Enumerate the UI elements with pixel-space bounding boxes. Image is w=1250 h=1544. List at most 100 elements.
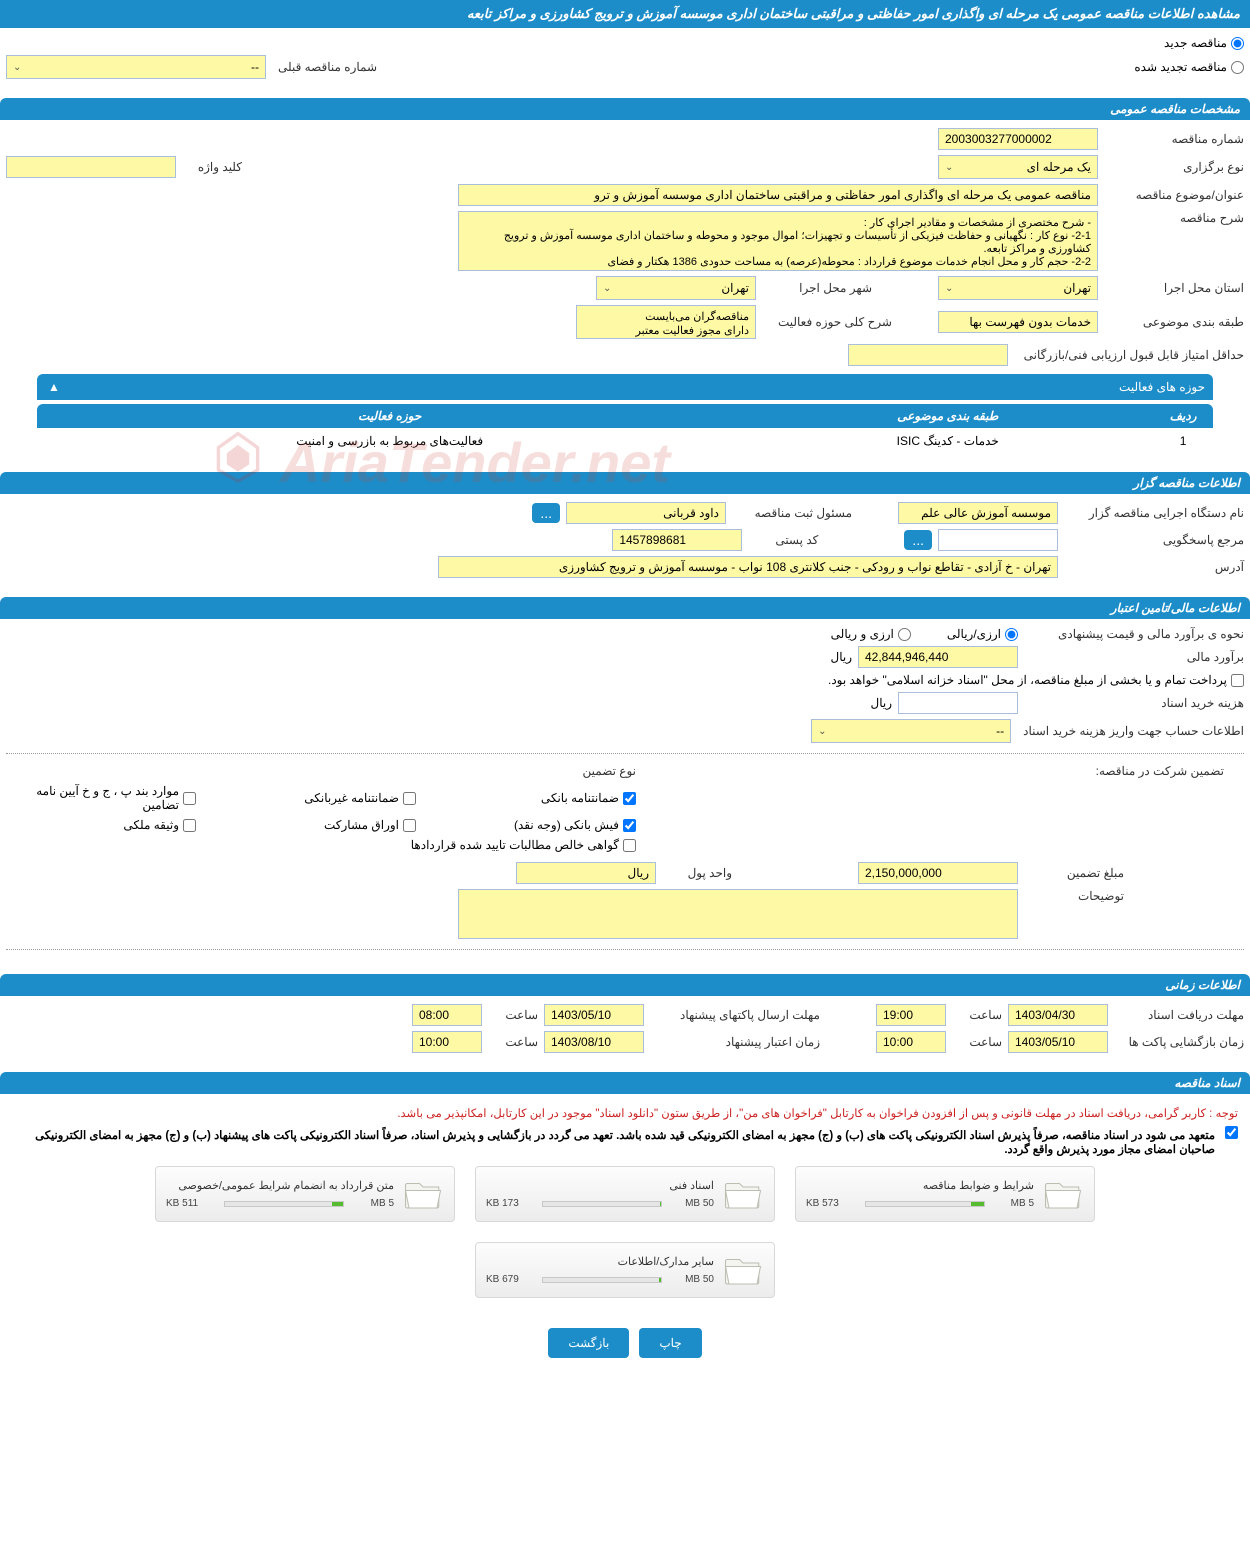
desc-label: شرح مناقصه (1104, 211, 1244, 225)
doc-deadline-time[interactable] (876, 1004, 946, 1026)
guarantee-header: تضمین شرکت در مناقصه: (666, 764, 1224, 778)
currency-both-radio-input[interactable] (898, 628, 911, 641)
subject-label: عنوان/موضوع مناقصه (1104, 188, 1244, 202)
activity-row-scope: فعالیت‌های مربوط به بازرسی و امنیت (37, 428, 742, 454)
footer-buttons: چاپ بازگشت (0, 1312, 1250, 1382)
file-progress (542, 1201, 662, 1207)
g-stock-check-input[interactable] (403, 819, 416, 832)
validity-time-label: ساعت (488, 1035, 538, 1049)
org-input[interactable] (898, 502, 1058, 524)
doc-fee-input[interactable] (898, 692, 1018, 714)
g-cert-check[interactable]: گواهی خالص مطالبات تایید شده قراردادها (6, 838, 636, 852)
type-select[interactable]: یک مرحله ای ⌄ (938, 155, 1098, 179)
g-cert-label: گواهی خالص مطالبات تایید شده قراردادها (411, 838, 619, 852)
validity-time[interactable] (412, 1031, 482, 1053)
city-select[interactable]: تهران ⌄ (596, 276, 756, 300)
deposit-info-value: -- (996, 724, 1004, 738)
file-tile[interactable]: اسناد فنی 50 MB 173 KB (475, 1166, 775, 1222)
treasury-check[interactable]: پرداخت تمام و یا بخشی از مبلغ مناقصه، از… (828, 673, 1244, 687)
g-bond-check-input[interactable] (183, 792, 196, 805)
g-unit-label: واحد پول (662, 866, 732, 880)
file-tile[interactable]: شرایط و ضوابط مناقصه 5 MB 573 KB (795, 1166, 1095, 1222)
city-value: تهران (721, 281, 749, 295)
new-tender-radio-input[interactable] (1231, 37, 1244, 50)
g-nonbank-check-input[interactable] (403, 792, 416, 805)
min-score-input[interactable] (848, 344, 1008, 366)
desc-textarea[interactable] (458, 211, 1098, 271)
scope-line2: دارای مجوز فعالیت معتبر (583, 324, 749, 338)
g-property-label: وثیقه ملکی (123, 818, 179, 832)
keyword-input[interactable] (6, 156, 176, 178)
tender-no-label: شماره مناقصه (1104, 132, 1244, 146)
subject-input[interactable] (458, 184, 1098, 206)
g-bond-check[interactable]: موارد بند پ ، ج و خ آیین نامه تضامین (6, 784, 196, 812)
send-deadline-time[interactable] (412, 1004, 482, 1026)
g-notes-textarea[interactable] (458, 889, 1018, 939)
file-used: 679 KB (486, 1274, 519, 1285)
estimate-input[interactable] (858, 646, 1018, 668)
docs-agree-check[interactable] (1225, 1126, 1238, 1139)
g-unit-input[interactable] (516, 862, 656, 884)
currency-both-radio[interactable]: ارزی و ریالی (831, 627, 911, 641)
doc-deadline-time-label: ساعت (952, 1008, 1002, 1022)
g-notes-label: توضیحات (1024, 889, 1124, 903)
province-label: استان محل اجرا (1104, 281, 1244, 295)
class-input[interactable] (938, 311, 1098, 333)
file-used: 573 KB (806, 1198, 839, 1209)
postal-input[interactable] (612, 529, 742, 551)
renewed-tender-radio-input[interactable] (1231, 61, 1244, 74)
type-label: نوع برگزاری (1104, 160, 1244, 174)
scope-label: شرح کلی حوزه فعالیت (762, 315, 892, 329)
estimate-label: برآورد مالی (1024, 650, 1244, 664)
keyword-label: کلید واژه (182, 160, 242, 174)
file-tile[interactable]: سایر مدارک/اطلاعات 50 MB 679 KB (475, 1242, 775, 1298)
g-property-check[interactable]: وثیقه ملکی (6, 818, 196, 832)
g-property-check-input[interactable] (183, 819, 196, 832)
address-input[interactable] (438, 556, 1058, 578)
answerer-more-button[interactable]: ... (904, 530, 932, 550)
back-button[interactable]: بازگشت (548, 1328, 629, 1358)
g-cash-check-input[interactable] (623, 819, 636, 832)
file-cap: 5 MB (371, 1198, 394, 1209)
prev-number-label: شماره مناقصه قبلی (272, 60, 377, 74)
file-cap: 5 MB (1011, 1198, 1034, 1209)
currency-rial-radio-input[interactable] (1005, 628, 1018, 641)
answerer-input[interactable] (938, 529, 1058, 551)
file-progress (224, 1201, 344, 1207)
scope-textarea[interactable]: مناقصه‌گران می‌بایست دارای مجوز فعالیت م… (576, 305, 756, 339)
resp-more-button[interactable]: ... (532, 503, 560, 523)
treasury-check-label: پرداخت تمام و یا بخشی از مبلغ مناقصه، از… (828, 673, 1227, 687)
docs-agree-text: متعهد می شود در اسناد مناقصه، صرفاً پذیر… (12, 1126, 1221, 1158)
print-button[interactable]: چاپ (639, 1328, 701, 1358)
doc-deadline-label: مهلت دریافت اسناد (1114, 1008, 1244, 1022)
g-cash-check[interactable]: فیش بانکی (وجه نقد) (446, 818, 636, 832)
province-select[interactable]: تهران ⌄ (938, 276, 1098, 300)
file-tile[interactable]: متن قرارداد به انضمام شرایط عمومی/خصوصی … (155, 1166, 455, 1222)
new-tender-radio[interactable]: مناقصه جدید (1164, 36, 1244, 50)
send-deadline-label: مهلت ارسال پاکتهای پیشنهاد (650, 1008, 820, 1022)
renewed-tender-radio[interactable]: مناقصه تجدید شده (1134, 60, 1244, 74)
g-cert-check-input[interactable] (623, 839, 636, 852)
g-bank-check-input[interactable] (623, 792, 636, 805)
guarantee-type-label: نوع تضمین (446, 764, 636, 778)
validity-date[interactable] (544, 1031, 644, 1053)
activity-table-toggle[interactable]: ▲ (45, 378, 63, 396)
file-cap: 50 MB (685, 1274, 714, 1285)
g-bank-check[interactable]: ضمانتنامه بانکی (446, 791, 636, 805)
currency-rial-radio[interactable]: ارزی/ریالی (947, 627, 1018, 641)
open-label: زمان بازگشایی پاکت ها (1114, 1035, 1244, 1049)
deposit-info-select[interactable]: -- ⌄ (811, 719, 1011, 743)
treasury-check-input[interactable] (1231, 674, 1244, 687)
open-time[interactable] (876, 1031, 946, 1053)
doc-deadline-date[interactable] (1008, 1004, 1108, 1026)
resp-input[interactable] (566, 502, 726, 524)
chevron-down-icon: ⌄ (945, 283, 953, 294)
g-amount-input[interactable] (858, 862, 1018, 884)
open-date[interactable] (1008, 1031, 1108, 1053)
activity-col-scope: حوزه فعالیت (37, 404, 742, 428)
send-deadline-date[interactable] (544, 1004, 644, 1026)
g-stock-check[interactable]: اوراق مشارکت (226, 818, 416, 832)
g-nonbank-check[interactable]: ضمانتنامه غیربانکی (226, 791, 416, 805)
prev-number-select[interactable]: -- ⌄ (6, 55, 266, 79)
tender-no-input[interactable] (938, 128, 1098, 150)
